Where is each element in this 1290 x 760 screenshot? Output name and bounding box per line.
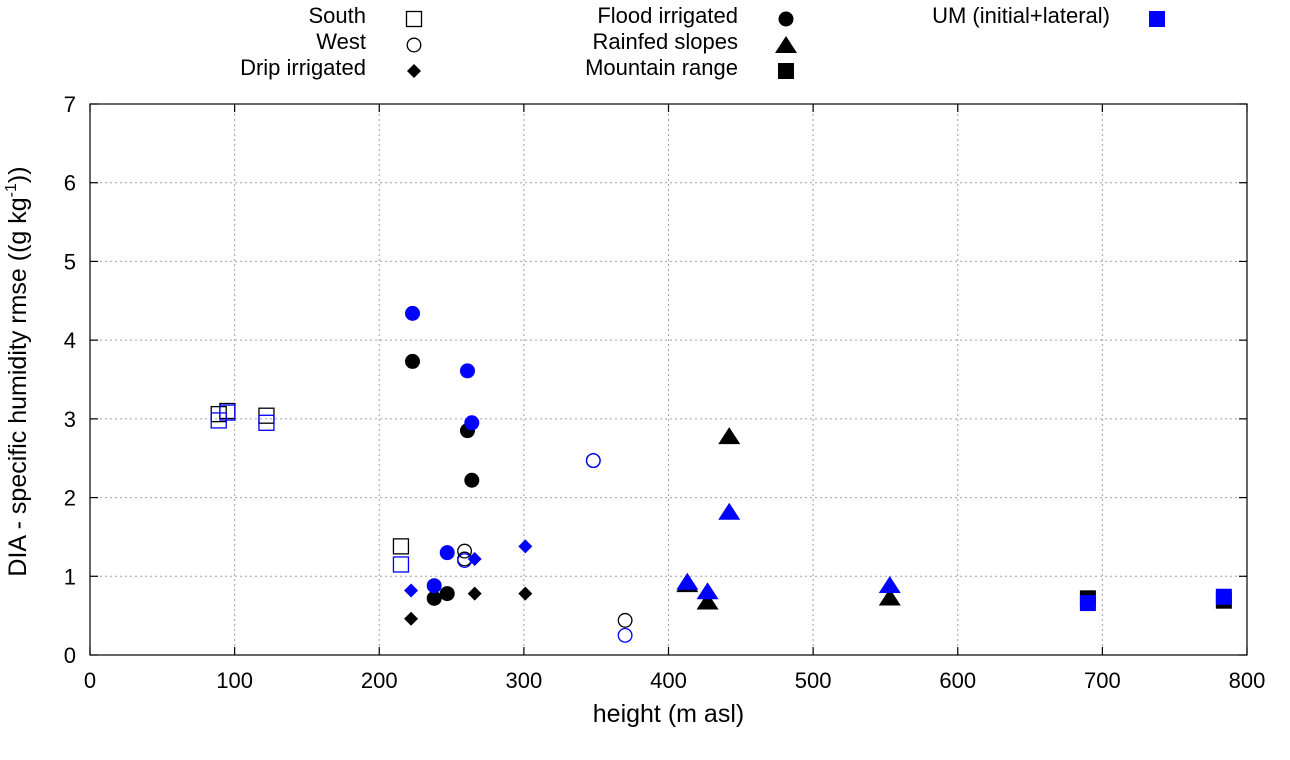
drip-irrigated-point: [518, 586, 533, 601]
flood-irrigated-point: [464, 472, 480, 488]
drip-irrigated-um-point: [404, 583, 419, 598]
rainfed-slopes-um-point: [718, 502, 741, 520]
legend-marker: [778, 63, 794, 79]
rainfed-slopes-point: [878, 588, 901, 606]
y-tick-label: 4: [64, 328, 76, 353]
south-point: [392, 538, 410, 555]
um-initial-lateral-point: [1079, 595, 1096, 612]
x-axis-title: height (m asl): [593, 700, 744, 728]
legend-label: UM (initial+lateral): [932, 3, 1110, 28]
y-tick-label: 2: [64, 486, 76, 511]
flood-irrigated-um-point: [405, 305, 421, 321]
legend-marker: [778, 11, 794, 27]
flood-irrigated-um-point: [464, 415, 480, 431]
legend-label: Drip irrigated: [240, 55, 366, 80]
legend-label: Flood irrigated: [597, 3, 738, 28]
x-tick-label: 0: [84, 668, 96, 693]
y-tick-label: 6: [64, 171, 76, 196]
south-point: [219, 402, 236, 420]
grid: [90, 104, 1247, 655]
legend-label: Rainfed slopes: [592, 29, 738, 54]
axis-ticks: 0 100 200 300 400 500 600 700 800 0 1 2 3 4 5 6 7: [64, 92, 1266, 693]
x-tick-label: 600: [939, 668, 976, 693]
data-points: [210, 305, 1232, 643]
x-tick-label: 200: [361, 668, 398, 693]
rainfed-slopes-um-point: [676, 572, 699, 590]
south-um-point: [258, 414, 275, 431]
x-tick-label: 700: [1084, 668, 1121, 693]
x-tick-label: 500: [795, 668, 832, 693]
flood-irrigated-point: [439, 586, 455, 602]
y-axis-title-main: DIA - specific humidity rmse ((g kg: [4, 197, 32, 576]
west-point: [617, 612, 633, 628]
y-tick-label: 0: [64, 643, 76, 668]
flood-irrigated-um-point: [459, 363, 475, 379]
y-tick-label: 7: [64, 92, 76, 117]
legend-marker: [405, 10, 423, 28]
flood-irrigated-point: [405, 353, 421, 369]
y-tick-label: 1: [64, 564, 76, 589]
legend-marker: [406, 37, 422, 53]
legend-label: Mountain range: [585, 55, 738, 80]
rainfed-slopes-um-point: [878, 575, 901, 593]
south-um-point: [392, 556, 410, 573]
x-tick-label: 400: [650, 668, 687, 693]
y-tick-label: 3: [64, 407, 76, 432]
x-tick-label: 100: [216, 668, 253, 693]
x-tick-label: 300: [506, 668, 543, 693]
west-point: [457, 543, 473, 559]
south-point: [210, 405, 227, 423]
y-axis-title-end: )): [4, 166, 32, 183]
west-um-point: [617, 627, 633, 643]
y-tick-label: 5: [64, 249, 76, 274]
flood-irrigated-um-point: [439, 545, 455, 561]
legend-label: South: [309, 3, 367, 28]
um-initial-lateral-point: [1215, 588, 1232, 605]
flood-irrigated-point: [426, 590, 442, 606]
drip-irrigated-um-point: [467, 551, 482, 566]
x-tick-label: 800: [1229, 668, 1266, 693]
rainfed-slopes-point: [696, 592, 719, 610]
y-axis-title: DIA - specific humidity rmse ((g kg-1)): [3, 166, 32, 576]
drip-irrigated-point: [404, 611, 419, 626]
rainfed-slopes-um-point: [696, 582, 719, 600]
drip-irrigated-point: [467, 586, 482, 601]
y-axis-title-superscript: -1: [3, 183, 20, 197]
legend-marker: [407, 64, 421, 78]
legend-marker: [775, 36, 797, 53]
legend-label: West: [316, 29, 366, 54]
south-um-point: [219, 404, 236, 421]
rainfed-slopes-point: [718, 427, 741, 445]
drip-irrigated-um-point: [518, 539, 533, 554]
legend-marker: [1149, 11, 1165, 27]
west-um-point: [585, 453, 601, 469]
flood-irrigated-um-point: [426, 578, 442, 594]
